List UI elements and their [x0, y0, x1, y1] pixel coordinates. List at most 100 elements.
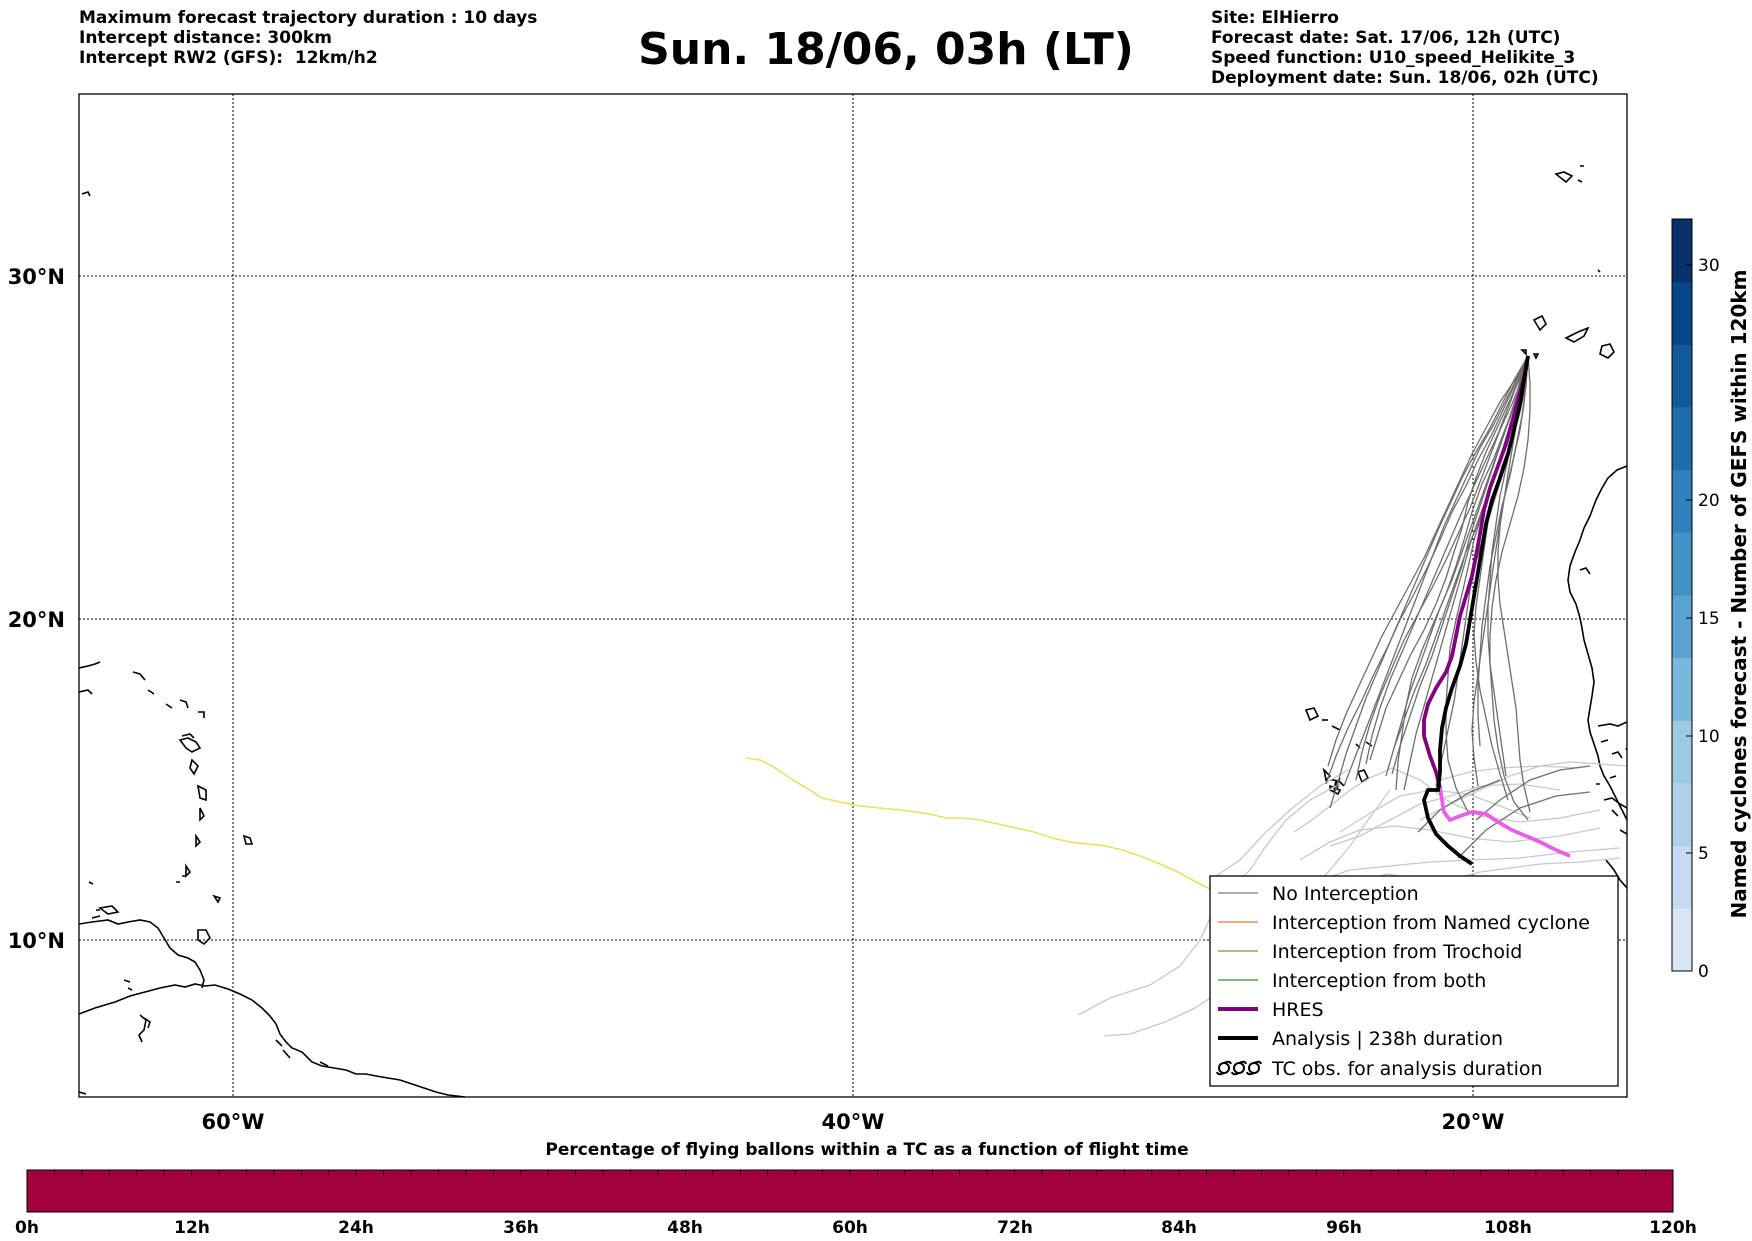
header-left-line-2: Intercept distance: 300km — [79, 28, 332, 48]
no-interception-trajectories — [1325, 355, 1591, 859]
coast-canary-1 — [1532, 314, 1547, 332]
colorbar-right-frame — [1671, 218, 1693, 972]
colorbar-bottom-tick: 24h — [338, 1218, 374, 1238]
colorbar-bottom-bar — [26, 1169, 1674, 1213]
legend-label: No Interception — [1272, 883, 1419, 905]
coast-st-vincent — [195, 833, 202, 848]
gefs-track — [1475, 765, 1591, 821]
colorbar-bottom-tick: 12h — [174, 1218, 210, 1238]
legend-label: Interception from both — [1272, 970, 1486, 992]
colorbar-tick-label: 0 — [1698, 962, 1709, 982]
header-left-line-3: Intercept RW2 (GFS): 12km/h2 — [79, 48, 378, 68]
coast-canary-5 — [1532, 353, 1540, 360]
colorbar-bottom-tick: 84h — [1161, 1218, 1197, 1238]
colorbar-right-segment — [1672, 908, 1692, 972]
coast-island-g — [176, 875, 186, 883]
header-right-line-3: Speed function: U10_speed_Helikite_3 — [1211, 48, 1576, 68]
coast-africa-detail-1 — [1579, 567, 1591, 575]
coast-island-d — [179, 699, 189, 709]
coast-island-b — [147, 689, 155, 695]
coast-africa-bissau — [1611, 809, 1627, 835]
coast-barbados — [242, 834, 254, 845]
coast-island-i — [123, 979, 133, 991]
light-track — [1293, 767, 1601, 833]
header-left-info: Maximum forecast trajectory duration : 1… — [79, 8, 537, 68]
gefs-track — [1355, 355, 1529, 781]
gefs-track — [1477, 355, 1529, 747]
coast-lesser-antilles-1 — [79, 661, 101, 669]
legend: No Interception Interception from Named … — [1209, 875, 1619, 1087]
light-track — [1299, 825, 1601, 861]
header-right-line-4: Deployment date: Sun. 18/06, 02h (UTC) — [1211, 68, 1599, 88]
coast-martinique — [196, 784, 207, 802]
coast-tobago — [212, 894, 222, 904]
coast-africa-detail-3 — [1600, 739, 1609, 743]
gefs-track — [1365, 355, 1529, 765]
gefs-track — [1473, 355, 1529, 801]
colorbar-bottom-tick: 96h — [1326, 1218, 1362, 1238]
gefs-track — [1329, 355, 1529, 809]
coast-cape-verde-3 — [1331, 725, 1341, 731]
legend-label: Interception from Trochoid — [1272, 941, 1522, 963]
colorbar-right-segment — [1672, 657, 1692, 721]
lat-tick-label: 20°N — [8, 608, 65, 632]
gefs-track — [1457, 791, 1591, 859]
hres-trajectory-late — [1438, 787, 1571, 858]
colorbar-bottom-tick: 120h — [1649, 1218, 1697, 1238]
lon-tick-label: 60°W — [202, 1110, 265, 1134]
colorbar-right-segment — [1672, 532, 1692, 596]
lon-tick-label: 40°W — [822, 1110, 885, 1134]
coast-small-1 — [1597, 269, 1601, 273]
light-track — [1209, 769, 1349, 881]
header-right-line-1: Site: ElHierro — [1211, 8, 1339, 28]
coast-canary-3 — [1599, 343, 1615, 359]
light-track — [1329, 783, 1561, 847]
lon-tick-label: 20°W — [1442, 1110, 1505, 1134]
map-frame — [78, 93, 1628, 1098]
colorbar-right-segment — [1672, 344, 1692, 408]
coast-island-a — [132, 671, 146, 681]
legend-label: Interception from Named cyclone — [1272, 912, 1590, 934]
gefs-track — [1327, 355, 1529, 767]
coast-corner — [79, 1091, 87, 1095]
coast-aruba-etc — [91, 905, 120, 919]
coast-cape-verde-1 — [1304, 707, 1320, 722]
colorbar-bottom-tick: 108h — [1484, 1218, 1532, 1238]
legend-box — [1209, 875, 1619, 1087]
colorbar-bottom-label: Percentage of flying ballons within a TC… — [545, 1140, 1188, 1160]
colorbar-bottom-tick: 36h — [503, 1218, 539, 1238]
colorbar-tick-label: 5 — [1698, 844, 1709, 864]
colorbar-tick-label: 10 — [1698, 727, 1720, 747]
coast-africa-sl — [1605, 859, 1627, 889]
colorbar-right: 0 5 10 15 20 30 Named cyclones forecast … — [1671, 218, 1751, 982]
gefs-track — [1343, 355, 1529, 787]
colorbar-bottom-tick: 48h — [667, 1218, 703, 1238]
colorbar-right-segment — [1672, 845, 1692, 909]
colorbar-right-label: Named cyclones forecast - Number of GEFS… — [1727, 270, 1751, 919]
light-track — [1439, 765, 1581, 781]
header-right-line-2: Forecast date: Sat. 17/06, 12h (UTC) — [1211, 28, 1561, 48]
legend-label: Analysis | 238h duration — [1272, 1028, 1503, 1050]
coast-cape-verde-5 — [1356, 769, 1370, 784]
legend-label: HRES — [1272, 999, 1324, 1021]
axis-labels: 60°W 40°W 20°W 30°N 20°N 10°N — [8, 265, 1505, 1134]
gefs-track — [1489, 355, 1531, 821]
coast-trinidad — [197, 929, 211, 946]
colorbar-right-segment — [1672, 219, 1692, 283]
lat-tick-label: 30°N — [8, 265, 65, 289]
colorbar-tick-label: 20 — [1698, 491, 1720, 511]
tc-obs-icon — [1216, 1060, 1262, 1076]
colorbar-bottom: Percentage of flying ballons within a TC… — [15, 1140, 1697, 1238]
colorbar-bottom-minor-ticks — [54, 1170, 1646, 1176]
colorbar-bottom-tick: 0h — [15, 1218, 39, 1238]
coast-cape-verde-7 — [1365, 741, 1373, 747]
coast-africa-detail-2 — [1597, 721, 1627, 727]
coast-top-left — [81, 191, 91, 197]
coast-south-america — [79, 983, 466, 1097]
analysis-trajectory — [1422, 355, 1530, 866]
gefs-track — [1393, 355, 1529, 749]
header-left-line-1: Maximum forecast trajectory duration : 1… — [79, 8, 538, 28]
colorbar-right-segments — [1672, 219, 1692, 972]
hres-trajectory — [1422, 355, 1530, 789]
